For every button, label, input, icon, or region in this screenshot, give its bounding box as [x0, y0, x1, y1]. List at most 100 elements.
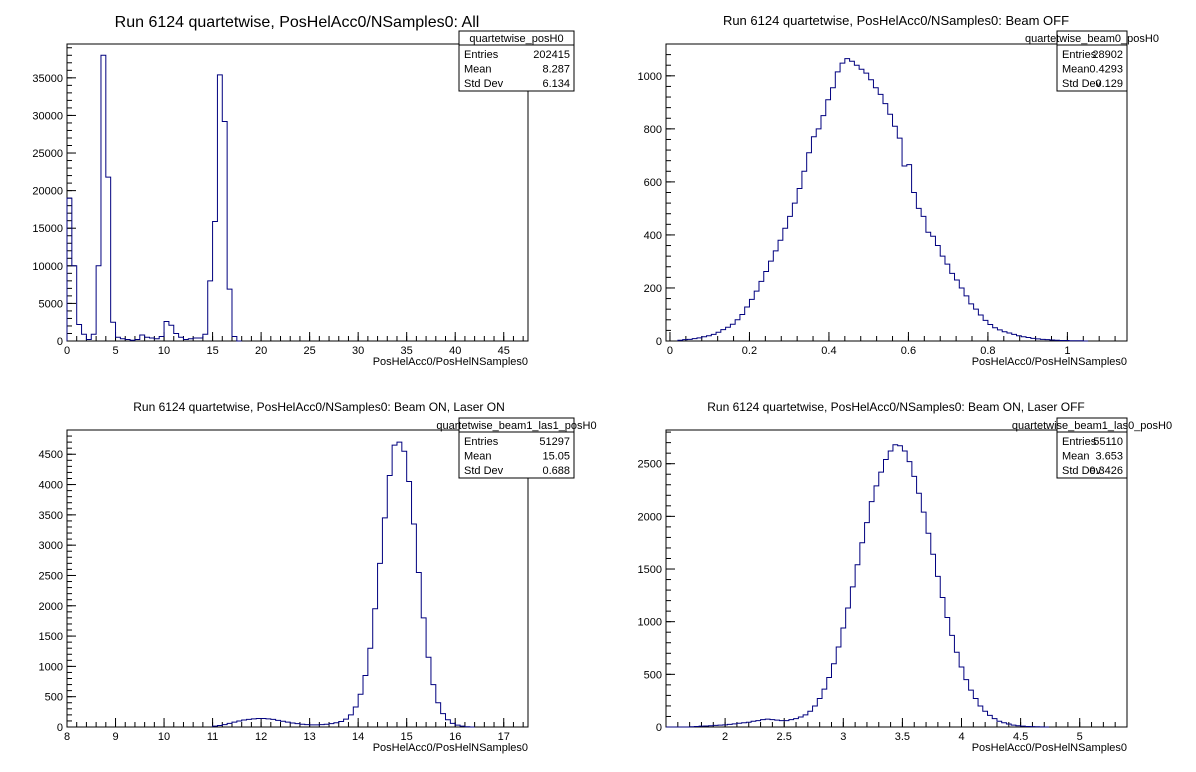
- stats-box: quartetwise_posH0 Entries 202415 Mean 8.287 S…: [458, 30, 575, 92]
- y-tick-label: 200: [644, 283, 662, 295]
- histogram-line: [666, 444, 1049, 728]
- x-tick-label: 0.6: [901, 345, 916, 357]
- x-tick-label: 14: [352, 731, 364, 743]
- y-tick-label: 0: [656, 336, 662, 348]
- stats-box: quartetwise_beam1_las1_posH0 Entries 51297…: [436, 417, 597, 479]
- y-tick-label: 25000: [32, 148, 63, 160]
- x-tick-label: 5: [1077, 731, 1083, 743]
- stats-std-dev-value: 0.3426: [1089, 465, 1123, 477]
- x-tick-label: 35: [401, 345, 413, 357]
- x-tick-label: 10: [158, 345, 170, 357]
- x-tick-label: 0.2: [742, 345, 757, 357]
- x-tick-label: 15: [206, 345, 218, 357]
- x-tick-label: 2.5: [777, 731, 792, 743]
- x-tick-label: 8: [64, 731, 70, 743]
- y-tick-label: 1000: [39, 661, 63, 673]
- stats-name: quartetwise_beam1_las1_posH0: [436, 420, 596, 432]
- histogram-panel-1: Run 6124 quartetwise, PosHelAcc0/NSample…: [32, 14, 575, 368]
- y-tick-label: 800: [644, 124, 662, 136]
- histogram-line: [677, 58, 1089, 342]
- stats-name: quartetwise_beam0_posH0: [1025, 33, 1159, 45]
- stats-mean-label: Mean: [464, 451, 492, 463]
- x-tick-label: 12: [255, 731, 267, 743]
- x-tick-label: 0.8: [980, 345, 995, 357]
- plot-frame: [66, 43, 529, 342]
- y-tick-label: 4500: [39, 449, 63, 461]
- stats-mean-value: 0.4293: [1089, 64, 1123, 76]
- x-tick-label: 10: [158, 731, 170, 743]
- x-tick-label: 2: [722, 731, 728, 743]
- y-tick-label: 1500: [638, 564, 662, 576]
- stats-mean-label: Mean: [1062, 451, 1090, 463]
- x-tick-label: 16: [449, 731, 461, 743]
- y-tick-label: 500: [644, 669, 662, 681]
- stats-name: quartetwise_beam1_las0_posH0: [1012, 420, 1172, 432]
- y-tick-label: 2000: [39, 601, 63, 613]
- chart-title: Run 6124 quartetwise, PosHelAcc0/NSample…: [707, 400, 1085, 414]
- stats-box-frame: [1056, 417, 1128, 479]
- y-tick-label: 15000: [32, 223, 63, 235]
- histogram-panel-3: Run 6124 quartetwise, PosHelAcc0/NSample…: [39, 400, 597, 754]
- y-tick-label: 3000: [39, 540, 63, 552]
- stats-entries-value: 202415: [533, 49, 570, 61]
- x-tick-label: 0: [64, 345, 70, 357]
- stats-name: quartetwise_posH0: [469, 33, 563, 45]
- histogram-line: [66, 54, 242, 342]
- stats-mean-label: Mean: [464, 64, 492, 76]
- x-tick-label: 3: [840, 731, 846, 743]
- y-tick-label: 0: [57, 336, 63, 348]
- y-tick-label: 2000: [638, 511, 662, 523]
- chart-title: Run 6124 quartetwise, PosHelAcc0/NSample…: [723, 13, 1069, 28]
- x-tick-label: 11: [207, 731, 218, 743]
- x-tick-label: 25: [304, 345, 316, 357]
- y-tick-label: 30000: [32, 110, 63, 122]
- y-tick-label: 2500: [638, 459, 662, 471]
- histogram-panel-2: Run 6124 quartetwise, PosHelAcc0/NSample…: [638, 13, 1159, 368]
- stats-std-dev-value: 0.688: [542, 465, 570, 477]
- x-tick-label: 40: [449, 345, 461, 357]
- x-tick-label: 13: [304, 731, 316, 743]
- stats-entries-label: Entries: [464, 436, 499, 448]
- x-tick-label: 4.5: [1013, 731, 1028, 743]
- x-tick-label: 9: [112, 731, 118, 743]
- plot-frame: [66, 429, 529, 728]
- stats-mean-value: 8.287: [542, 64, 570, 76]
- stats-std-dev-label: Std Dev: [1062, 78, 1102, 90]
- y-tick-label: 35000: [32, 73, 63, 85]
- stats-entries-value: 55110: [1093, 436, 1123, 448]
- stats-box-frame: [1056, 30, 1128, 92]
- stats-box-frame: [458, 30, 575, 92]
- y-tick-label: 4000: [39, 480, 63, 492]
- y-tick-label: 500: [45, 692, 63, 704]
- stats-entries-label: Entries: [1062, 436, 1097, 448]
- x-tick-label: 0.4: [821, 345, 836, 357]
- chart-title: Run 6124 quartetwise, PosHelAcc0/NSample…: [115, 14, 480, 31]
- y-tick-label: 1000: [638, 617, 662, 629]
- stats-box-frame: [458, 417, 575, 479]
- y-tick-label: 5000: [39, 298, 63, 310]
- histogram-panel-4: Run 6124 quartetwise, PosHelAcc0/NSample…: [638, 400, 1173, 754]
- x-axis-label: PosHelAcc0/PosHelNSamples0: [972, 356, 1127, 368]
- x-tick-label: 30: [352, 345, 364, 357]
- x-tick-label: 17: [498, 731, 510, 743]
- stats-std-dev-value: 0.129: [1095, 78, 1123, 90]
- y-tick-label: 2500: [39, 570, 63, 582]
- x-axis-label: PosHelAcc0/PosHelNSamples0: [373, 356, 528, 368]
- stats-mean-value: 3.653: [1095, 451, 1123, 463]
- x-tick-label: 4: [958, 731, 964, 743]
- stats-entries-label: Entries: [1062, 49, 1097, 61]
- y-tick-label: 3500: [39, 510, 63, 522]
- y-tick-label: 0: [656, 722, 662, 734]
- y-tick-label: 600: [644, 177, 662, 189]
- y-tick-label: 20000: [32, 186, 63, 198]
- y-tick-label: 400: [644, 230, 662, 242]
- x-tick-label: 5: [112, 345, 118, 357]
- stats-entries-label: Entries: [464, 49, 499, 61]
- plot-frame: [665, 429, 1128, 728]
- x-tick-label: 1: [1064, 345, 1070, 357]
- stats-std-dev-value: 6.134: [542, 78, 570, 90]
- y-tick-label: 1500: [39, 631, 63, 643]
- x-tick-label: 3.5: [895, 731, 910, 743]
